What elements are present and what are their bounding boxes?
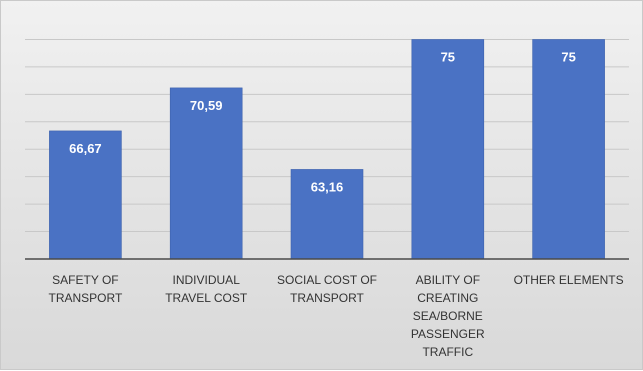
- bar-4: [532, 39, 605, 260]
- category-label-2: SOCIAL COST OF TRANSPORT: [277, 273, 377, 305]
- data-label-3: 75: [441, 49, 455, 64]
- bar-2: [290, 169, 364, 260]
- bar-3: [411, 39, 485, 260]
- bar-1: [169, 87, 243, 260]
- category-label-4: OTHER ELEMENTS: [514, 273, 624, 287]
- bar-0: [49, 130, 122, 260]
- category-label-1: INDIVIDUAL TRAVEL COST: [165, 273, 248, 305]
- data-label-1: 70,59: [190, 98, 223, 113]
- category-label-0: SAFETY OF TRANSPORT: [49, 273, 123, 305]
- category-label-3: ABILITY OF CREATING SEA/BORNE PASSENGER TRAF…: [411, 273, 485, 359]
- data-label-0: 66,67: [69, 141, 102, 156]
- data-label-4: 75: [561, 49, 575, 64]
- data-label-2: 63,16: [311, 179, 344, 194]
